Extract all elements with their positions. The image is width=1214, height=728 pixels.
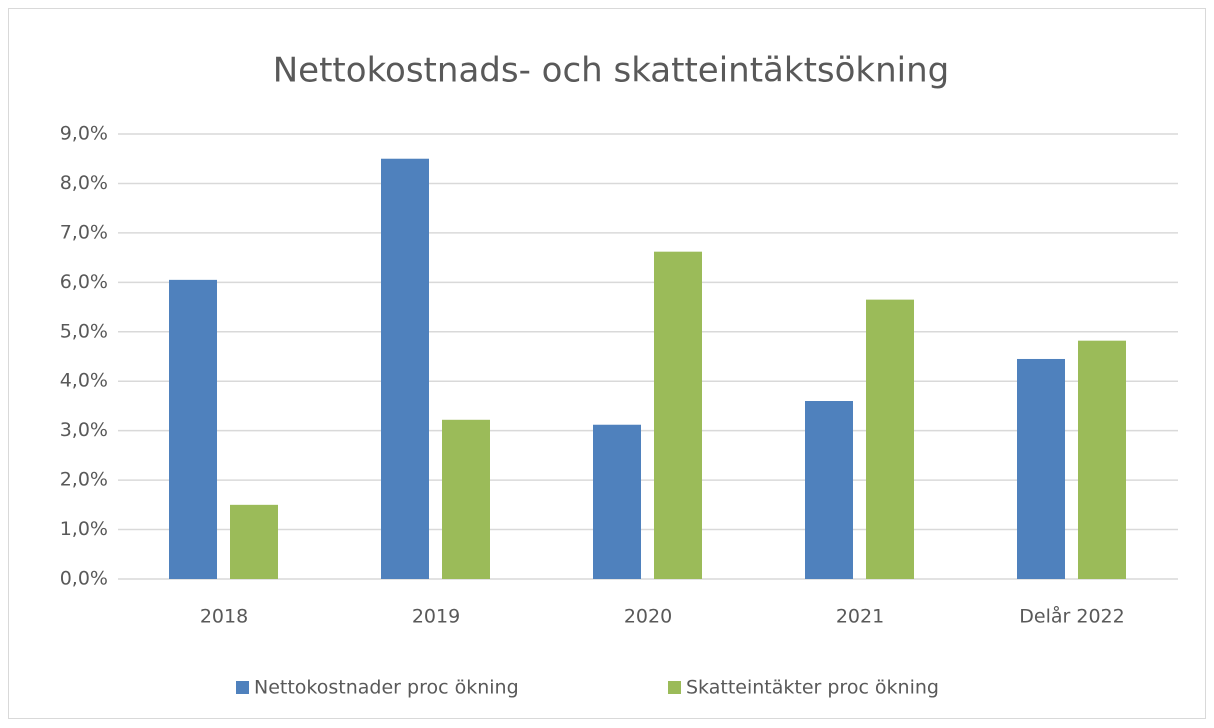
bar [1078,340,1126,579]
y-tick-label: 4,0% [60,370,108,392]
x-tick-label: 2018 [200,606,248,628]
bar [442,419,490,579]
y-tick-label: 5,0% [60,320,108,342]
bar [169,279,217,579]
chart-title: Nettokostnads- och skatteintäktsökning [273,51,949,91]
legend-label: Skatteintäkter proc ökning [686,677,939,699]
y-tick-label: 0,0% [60,568,108,590]
bar [1017,358,1065,579]
y-tick-label: 1,0% [60,518,108,540]
x-tick-label: Delår 2022 [1019,605,1124,628]
x-tick-label: 2020 [624,606,672,628]
y-tick-label: 2,0% [60,469,108,491]
y-tick-label: 6,0% [60,271,108,293]
bar [866,299,914,579]
y-tick-label: 3,0% [60,419,108,441]
legend-label: Nettokostnader proc ökning [254,677,519,699]
y-tick-label: 9,0% [60,123,108,145]
bar [654,251,702,579]
bar [593,424,641,579]
x-tick-label: 2021 [836,606,884,628]
legend-swatch [668,681,681,694]
y-tick-label: 7,0% [60,221,108,243]
bar [230,504,278,579]
bar [805,401,853,579]
bar [381,158,429,579]
x-tick-label: 2019 [412,606,460,628]
y-tick-label: 8,0% [60,172,108,194]
legend-swatch [236,681,249,694]
